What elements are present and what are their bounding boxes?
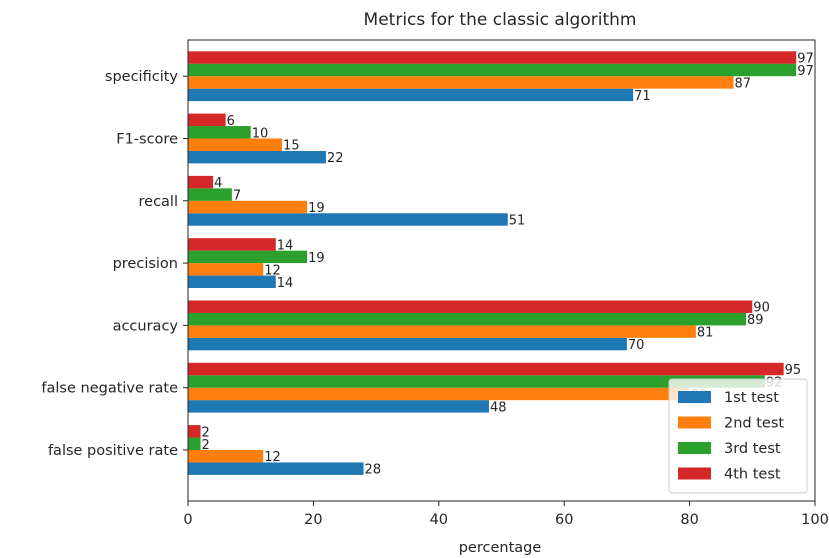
bar-label-accuracy-series-2: 81 xyxy=(697,326,714,341)
x-axis: 0 20 40 60 80 100 xyxy=(183,501,829,528)
bar-false-positive-rate-series-2 xyxy=(188,450,264,463)
bars-group xyxy=(188,51,797,475)
bar-accuracy-series-3 xyxy=(188,312,747,326)
bar-label-precision-series-2: 12 xyxy=(264,263,281,278)
bar-label-recall-series-2: 19 xyxy=(308,201,325,216)
legend-label-series-1: 1st test xyxy=(724,390,779,406)
bar-false-positive-rate-series-3 xyxy=(188,437,201,450)
y-tick-label-specificity: specificity xyxy=(105,69,178,85)
bar-label-accuracy-series-3: 89 xyxy=(747,313,764,328)
bar-f1-score-series-2 xyxy=(188,138,283,151)
bar-label-accuracy-series-4: 90 xyxy=(753,301,770,316)
bar-false-negative-rate-series-1 xyxy=(188,400,489,413)
bar-specificity-series-3 xyxy=(188,63,797,77)
bar-label-precision-series-3: 19 xyxy=(308,251,325,266)
legend-swatch-series-1 xyxy=(678,391,711,403)
bar-specificity-series-2 xyxy=(188,76,734,89)
x-tick-label-80: 80 xyxy=(680,512,698,528)
y-tick-label-false-negative-rate: false negative rate xyxy=(41,381,178,397)
legend-box xyxy=(668,378,808,494)
legend-swatch-series-4 xyxy=(678,467,711,480)
x-tick-label-40: 40 xyxy=(430,512,448,528)
plot-frame xyxy=(187,39,816,502)
bar-precision-series-1 xyxy=(188,275,276,288)
x-tick-label-100: 100 xyxy=(801,512,829,528)
bar-false-positive-rate-series-1 xyxy=(188,462,364,475)
bar-label-false-positive-rate-series-3: 2 xyxy=(202,438,210,453)
bar-false-negative-rate-series-3 xyxy=(188,375,765,388)
legend-label-series-3: 3rd test xyxy=(724,441,781,457)
bar-specificity-series-1 xyxy=(188,88,634,102)
bar-accuracy-series-2 xyxy=(188,325,696,338)
y-tick-label-precision: precision xyxy=(113,256,178,272)
bar-recall-series-2 xyxy=(188,200,308,214)
bar-label-f1-score-series-4: 6 xyxy=(227,114,235,129)
legend-label-series-2: 2nd test xyxy=(724,416,784,432)
bar-label-false-positive-rate-series-1: 28 xyxy=(365,463,382,478)
legend-swatch-series-3 xyxy=(678,442,711,454)
bar-label-f1-score-series-1: 22 xyxy=(327,151,344,166)
x-tick-label-0: 0 xyxy=(183,512,192,528)
legend: 1st test 2nd test 3rd test 4th test xyxy=(668,378,808,494)
bar-label-false-negative-rate-series-1: 48 xyxy=(490,400,507,415)
bar-label-precision-series-4: 14 xyxy=(277,238,294,253)
bar-f1-score-series-1 xyxy=(188,150,326,164)
x-tick-label-60: 60 xyxy=(555,512,573,528)
bar-label-f1-score-series-3: 10 xyxy=(252,126,269,141)
bar-false-positive-rate-series-4 xyxy=(188,425,201,438)
y-axis: false positive rate false negative rate ac… xyxy=(41,69,188,459)
bar-precision-series-2 xyxy=(188,263,264,276)
bar-label-false-negative-rate-series-4: 95 xyxy=(785,363,802,378)
bar-precision-series-3 xyxy=(188,250,308,264)
bar-specificity-series-4 xyxy=(188,51,797,64)
bar-label-accuracy-series-1: 70 xyxy=(628,338,645,353)
legend-label-series-4: 4th test xyxy=(724,467,781,483)
bar-label-precision-series-1: 14 xyxy=(277,276,294,291)
y-tick-label-f1-score: F1-score xyxy=(116,132,178,148)
y-tick-label-recall: recall xyxy=(139,194,178,210)
bar-label-false-positive-rate-series-2: 12 xyxy=(264,450,281,465)
bar-accuracy-series-4 xyxy=(188,300,753,313)
bar-recall-series-3 xyxy=(188,188,232,201)
y-tick-label-false-positive-rate: false positive rate xyxy=(48,443,178,459)
bar-f1-score-series-3 xyxy=(188,126,251,139)
bar-recall-series-1 xyxy=(188,213,508,226)
bar-f1-score-series-4 xyxy=(188,113,226,127)
bar-precision-series-4 xyxy=(188,238,276,251)
bar-label-recall-series-4: 4 xyxy=(214,176,222,191)
chart-title: Metrics for the classic algorithm xyxy=(364,10,637,30)
y-tick-label-accuracy: accuracy xyxy=(113,318,179,334)
bar-labels-group: 2812224880929570818990141219145119742215… xyxy=(202,52,814,478)
bar-label-specificity-series-3: 97 xyxy=(797,64,814,79)
bar-label-specificity-series-1: 71 xyxy=(634,89,651,104)
bar-label-recall-series-3: 7 xyxy=(233,189,241,204)
bar-false-negative-rate-series-2 xyxy=(188,387,690,401)
bar-label-specificity-series-2: 87 xyxy=(734,76,751,91)
legend-swatch-series-2 xyxy=(678,416,711,429)
bar-false-negative-rate-series-4 xyxy=(188,362,784,376)
bar-label-f1-score-series-2: 15 xyxy=(283,139,300,154)
bar-label-recall-series-1: 51 xyxy=(509,213,526,228)
x-tick-label-20: 20 xyxy=(304,512,322,528)
bar-label-false-positive-rate-series-4: 2 xyxy=(202,425,210,440)
bar-recall-series-4 xyxy=(188,175,214,189)
bar-accuracy-series-1 xyxy=(188,337,627,351)
bar-label-specificity-series-4: 97 xyxy=(797,52,814,67)
x-axis-label: percentage xyxy=(459,540,542,556)
